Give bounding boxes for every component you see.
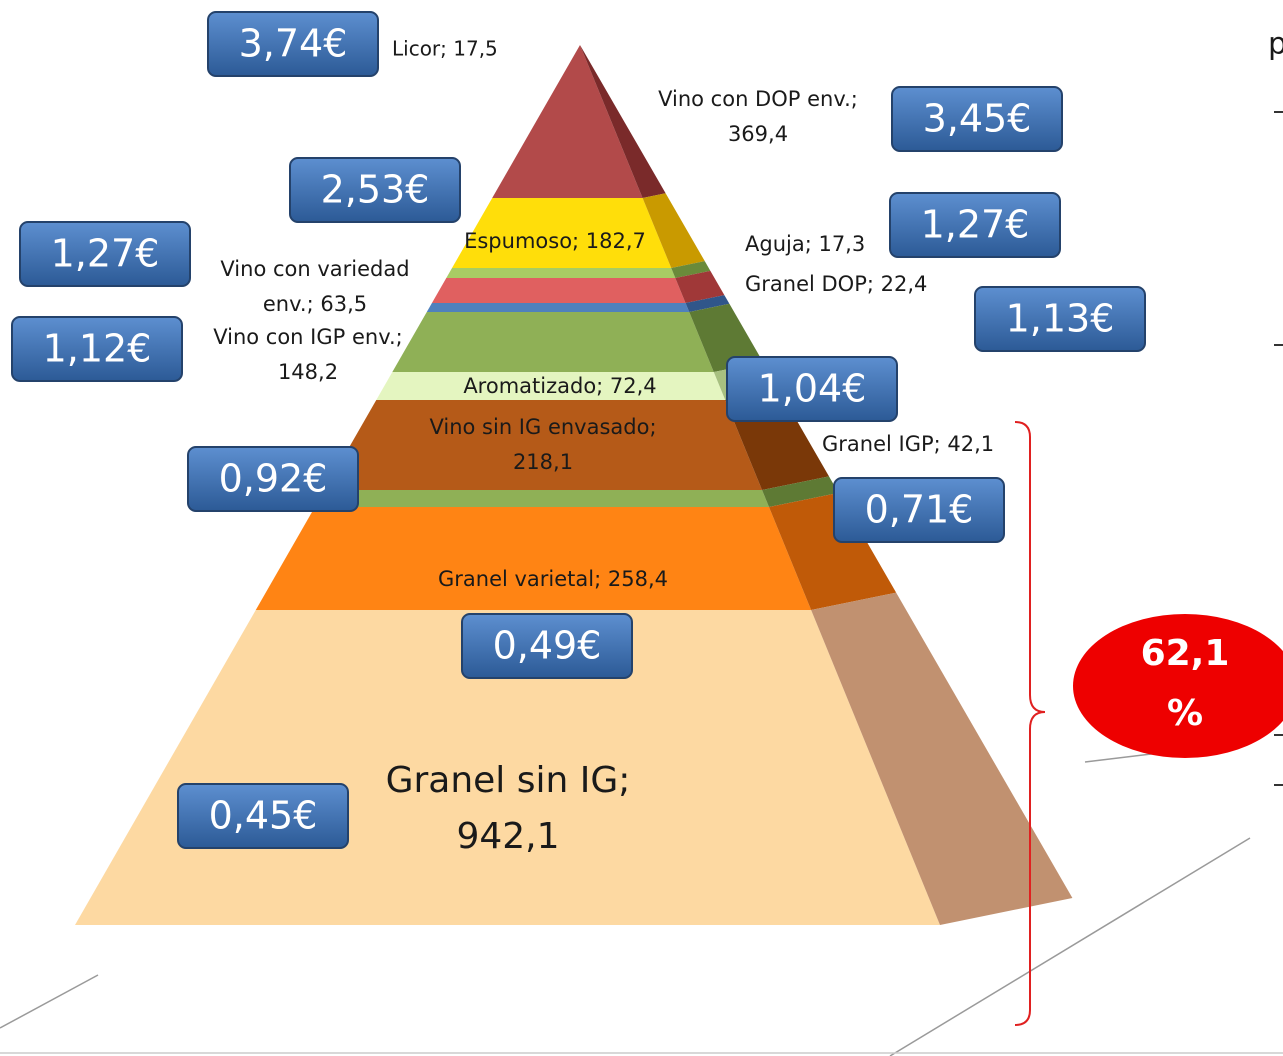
price-box xyxy=(177,783,349,849)
price-boxes: 3,74€ 3,45€ 2,53€ 1,27€ 1,27€ 1,13€ 1,12€ 1,04€… xyxy=(11,11,1146,849)
price-box xyxy=(974,286,1146,352)
layer-side xyxy=(675,270,725,303)
price-label: 0,92€ xyxy=(219,457,328,501)
layer-front xyxy=(426,303,690,312)
price-box xyxy=(207,11,379,77)
labels: Licor; 17,5 Vino con DOP env.; 369,4 Espumo… xyxy=(213,37,994,858)
side-text: p xyxy=(1268,27,1283,62)
layer-label: 218,1 xyxy=(513,450,573,474)
layer-front xyxy=(446,268,676,278)
layer-side xyxy=(642,193,705,268)
price-label: 1,12€ xyxy=(43,327,152,371)
price-box xyxy=(11,316,183,382)
price-box xyxy=(891,86,1063,152)
layer-front xyxy=(392,312,714,372)
layer-front xyxy=(431,278,686,303)
price-label: 3,74€ xyxy=(239,22,348,66)
bracket xyxy=(1014,421,1046,1026)
badge-text: 62,1 xyxy=(1141,633,1230,674)
price-box xyxy=(461,613,633,679)
layer-label: Vino sin IG envasado; xyxy=(429,415,656,439)
layer-side xyxy=(671,261,711,278)
layer-label: 369,4 xyxy=(728,122,788,146)
price-label: 1,27€ xyxy=(921,203,1030,247)
layer-side xyxy=(689,303,763,372)
layer-label: Licor; 17,5 xyxy=(392,37,498,61)
price-box xyxy=(726,356,898,422)
layer-label: Espumoso; 182,7 xyxy=(464,229,646,253)
price-box xyxy=(889,192,1061,258)
price-label: 3,45€ xyxy=(923,97,1032,141)
price-label: 2,53€ xyxy=(321,168,430,212)
layer-label: Vino con DOP env.; xyxy=(658,87,858,111)
layer-front xyxy=(452,198,672,268)
price-box xyxy=(833,477,1005,543)
price-box xyxy=(187,446,359,512)
layer-label: Granel varietal; 258,4 xyxy=(438,567,668,591)
price-label: 1,04€ xyxy=(758,367,867,411)
bullets xyxy=(1274,111,1283,786)
layer-side xyxy=(685,295,730,312)
layer-label: Aromatizado; 72,4 xyxy=(463,374,656,398)
layer-label: Granel DOP; 22,4 xyxy=(745,272,927,296)
price-box xyxy=(289,157,461,223)
layer-front xyxy=(314,490,769,507)
layer-label: Aguja; 17,3 xyxy=(745,232,865,256)
price-label: 0,45€ xyxy=(209,794,318,838)
layer-label: env.; 63,5 xyxy=(263,292,367,316)
badge xyxy=(1073,614,1283,758)
layer-front xyxy=(492,45,643,198)
layer-front xyxy=(376,372,726,400)
layer-side xyxy=(762,476,839,507)
price-label: 1,13€ xyxy=(1006,297,1115,341)
layer-label: Vino con variedad xyxy=(220,257,409,281)
layer-label: 942,1 xyxy=(456,816,559,857)
layer-side xyxy=(769,492,897,610)
layer-label: Granel sin IG; xyxy=(386,760,631,801)
layer-label: 148,2 xyxy=(278,360,338,384)
layer-front xyxy=(255,507,812,610)
price-box xyxy=(19,221,191,287)
layer-label: Granel IGP; 42,1 xyxy=(822,432,994,456)
layer-label: Vino con IGP env.; xyxy=(213,325,403,349)
layer-side xyxy=(580,45,666,198)
layer-side xyxy=(811,592,1073,925)
layer-front xyxy=(324,400,763,490)
price-label: 0,49€ xyxy=(493,624,602,668)
price-label: 1,27€ xyxy=(51,232,160,276)
badge-text: % xyxy=(1167,693,1203,734)
price-label: 0,71€ xyxy=(865,488,974,532)
